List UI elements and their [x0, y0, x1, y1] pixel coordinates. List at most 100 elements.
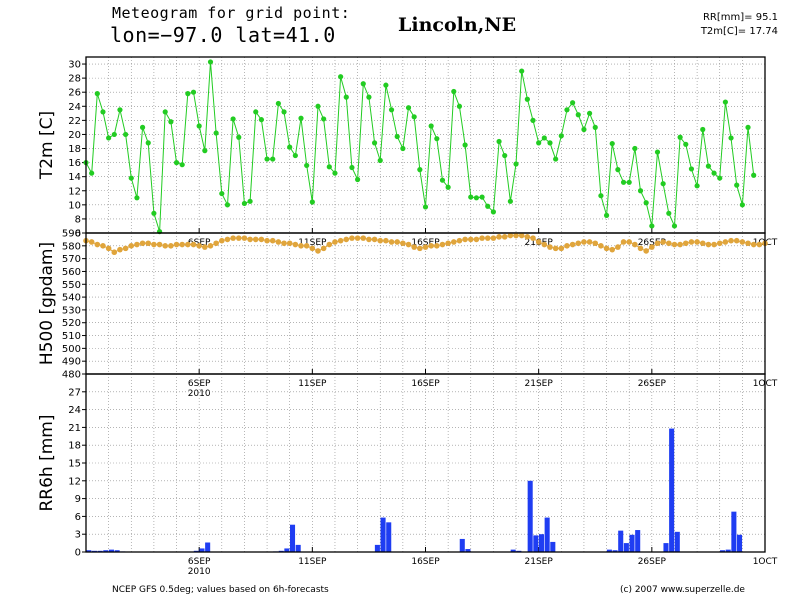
h500-point: [366, 236, 372, 243]
h500-point: [117, 246, 123, 253]
t2m-point: [615, 167, 621, 173]
h500-point: [462, 236, 468, 243]
t2m-point: [377, 157, 383, 164]
t2m-point: [111, 131, 117, 138]
h500-point: [535, 239, 542, 245]
h500-point: [168, 243, 174, 249]
t2m-point: [632, 145, 638, 152]
rain-bar: [199, 548, 205, 552]
t2m-point: [145, 140, 151, 146]
h500-point: [428, 243, 434, 249]
h500-point: [592, 240, 599, 247]
t2m-point: [196, 123, 202, 129]
t2m-point: [275, 100, 281, 107]
h500-point: [224, 236, 231, 243]
h500-point: [699, 240, 706, 247]
t2m-point: [626, 179, 632, 185]
t2m-point: [292, 152, 298, 159]
t2m-point: [490, 209, 496, 215]
h500-point: [105, 245, 112, 252]
h500-point: [241, 235, 248, 241]
rain-bar: [550, 541, 556, 552]
y-tick-label: 10: [68, 200, 81, 211]
rain-bar: [618, 530, 624, 552]
h500-point: [360, 235, 367, 241]
h500-point: [309, 245, 316, 252]
t2m-point: [89, 170, 95, 176]
t2m-point: [649, 223, 655, 229]
h500-point: [637, 245, 644, 252]
rain-bar: [731, 511, 737, 552]
y-tick-label: 16: [68, 158, 81, 169]
x-year-label: 2010: [188, 389, 211, 399]
h500-point: [467, 236, 474, 243]
h500-point: [722, 239, 729, 245]
h500-point: [609, 246, 616, 253]
h500-point: [151, 241, 157, 248]
y-tick-label: 12: [68, 476, 81, 487]
h500-point: [575, 240, 582, 247]
t2m-point: [388, 107, 395, 113]
h500-point: [100, 243, 106, 249]
temperature-readout: T2m[C]= 17.74: [700, 26, 778, 37]
t2m-point: [219, 190, 225, 197]
h500-point: [349, 235, 355, 241]
h500-point: [303, 243, 310, 249]
t2m-point: [434, 136, 440, 142]
t2m-point: [717, 175, 723, 181]
t2m-point: [558, 133, 564, 139]
h500-point: [128, 243, 135, 249]
t2m-point: [677, 134, 683, 140]
t2m-point: [462, 142, 468, 148]
t2m-series-line: [85, 61, 755, 232]
t2m-point: [485, 203, 491, 209]
rain-bar: [623, 543, 629, 552]
y-tick-label: 12: [68, 186, 81, 197]
t2m-point: [253, 109, 259, 115]
t2m-point: [411, 114, 417, 120]
h500-point: [230, 235, 236, 241]
t2m-point: [422, 204, 429, 210]
t2m-point: [202, 148, 208, 154]
rain-bar: [465, 549, 471, 552]
t2m-point: [643, 200, 649, 206]
rain-bar: [737, 534, 743, 552]
h500-point: [190, 241, 197, 248]
t2m-point: [445, 184, 451, 190]
t2m-point: [637, 188, 644, 194]
t2m-point: [513, 161, 519, 167]
t2m-point: [106, 135, 112, 141]
h500-point: [490, 235, 497, 241]
h500-point: [111, 249, 118, 256]
h500-point: [739, 239, 746, 245]
h500-point: [501, 234, 508, 240]
t2m-point: [400, 145, 406, 152]
t2m-point: [683, 141, 689, 147]
t2m-point: [173, 160, 180, 166]
t2m-point: [405, 105, 412, 111]
h500-point: [552, 245, 559, 252]
t2m-point: [321, 116, 327, 122]
t2m-point: [524, 96, 530, 102]
h500-point: [247, 236, 253, 243]
x-tick-label: 16SEP: [411, 557, 440, 567]
h500-point: [315, 248, 321, 254]
h500-point: [682, 240, 689, 247]
h500-point: [660, 239, 666, 245]
h500-point: [524, 234, 531, 240]
rain-bar: [114, 550, 120, 552]
h500-point: [326, 241, 333, 248]
t2m-point: [620, 179, 627, 185]
t2m-point: [722, 99, 728, 105]
t2m-point: [609, 140, 615, 147]
t2m-point: [547, 140, 553, 146]
y-tick-label: 0: [75, 548, 81, 559]
t2m-point: [519, 68, 525, 74]
y-tick-label: 580: [62, 241, 81, 252]
h500-point: [439, 241, 446, 248]
t2m-point: [139, 124, 146, 130]
t2m-point: [207, 59, 214, 65]
h500-point: [620, 239, 627, 245]
h500-point: [337, 237, 344, 244]
h500-point: [473, 236, 480, 243]
